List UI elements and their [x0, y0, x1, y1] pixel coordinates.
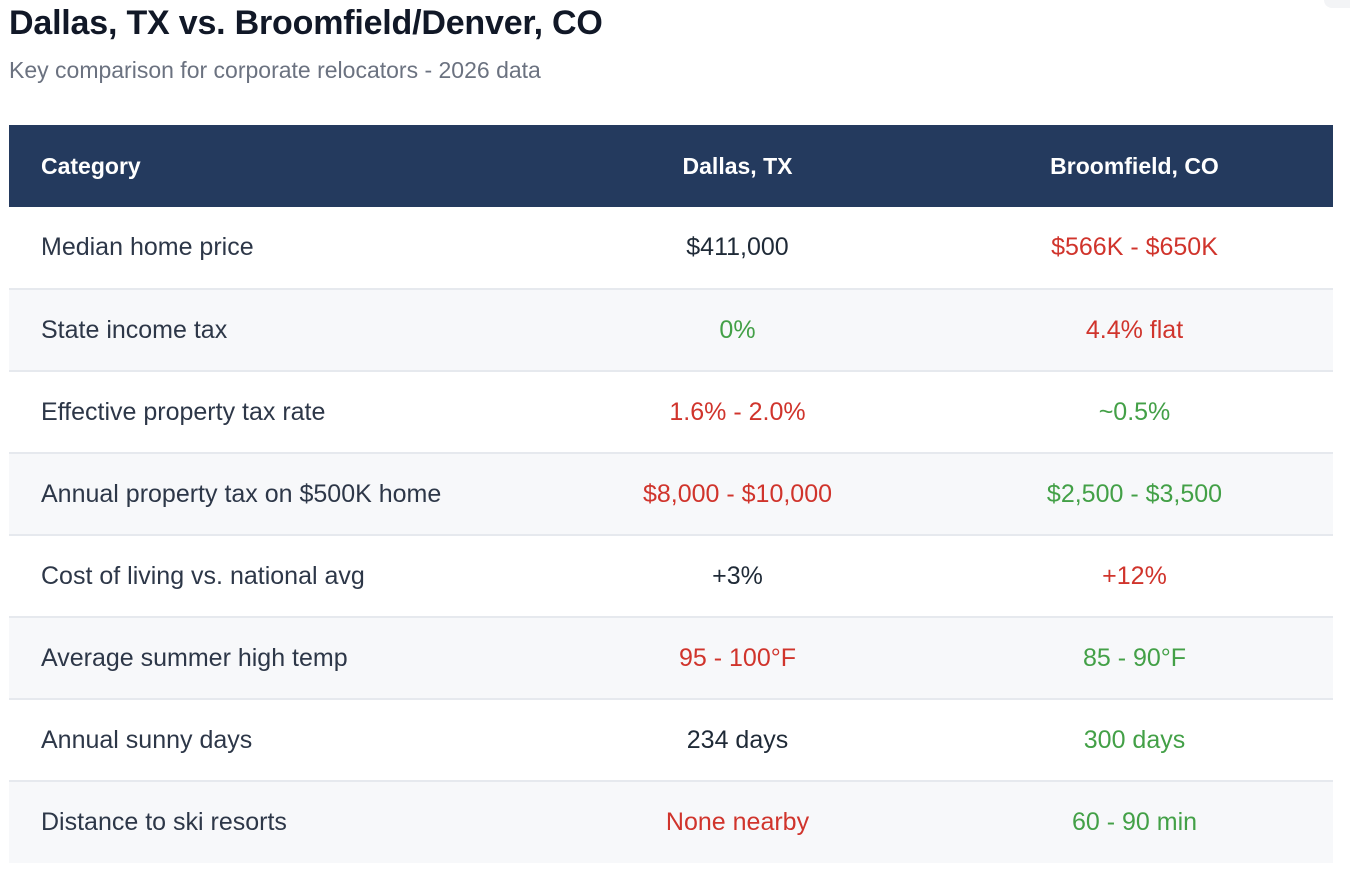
- table-body: Median home price $411,000 $566K - $650K…: [9, 207, 1333, 863]
- broomfield-value: 60 - 90 min: [936, 780, 1333, 863]
- table-row: Median home price $411,000 $566K - $650K: [9, 207, 1333, 289]
- broomfield-value: $2,500 - $3,500: [936, 452, 1333, 535]
- header-dallas: Dallas, TX: [682, 152, 793, 179]
- table-row: Annual sunny days 234 days 300 days: [9, 698, 1333, 781]
- header-row: Category Dallas, TX Broomfield, CO: [9, 125, 1333, 207]
- dallas-value: $411,000: [686, 233, 789, 261]
- header-broomfield: Broomfield, CO: [1050, 152, 1219, 179]
- table-row: Annual property tax on $500K home $8,000…: [9, 452, 1333, 535]
- category-cell: Effective property tax rate: [9, 370, 539, 453]
- table-row: Effective property tax rate 1.6% - 2.0% …: [9, 370, 1333, 453]
- category-cell: State income tax: [9, 288, 539, 371]
- header-category: Category: [41, 152, 141, 179]
- category-cell: Distance to ski resorts: [9, 780, 539, 863]
- broomfield-value: 4.4% flat: [936, 288, 1333, 371]
- broomfield-value: 85 - 90°F: [936, 616, 1333, 699]
- dallas-value: 1.6% - 2.0%: [539, 370, 936, 453]
- table-row: Cost of living vs. national avg +3% +12%: [9, 534, 1333, 617]
- dallas-value: 234 days: [539, 698, 936, 781]
- category-cell: Annual sunny days: [9, 698, 539, 781]
- dallas-value: None nearby: [539, 780, 936, 863]
- category-cell: Annual property tax on $500K home: [9, 452, 539, 535]
- page-title: Dallas, TX vs. Broomfield/Denver, CO: [9, 4, 603, 42]
- page-subtitle: Key comparison for corporate relocators …: [9, 57, 541, 83]
- table-row: Distance to ski resorts None nearby 60 -…: [9, 780, 1333, 863]
- broomfield-value: +12%: [936, 534, 1333, 617]
- table-header: Category Dallas, TX Broomfield, CO: [9, 125, 1333, 207]
- dallas-value: 95 - 100°F: [539, 616, 936, 699]
- broomfield-value: $566K - $650K: [1051, 233, 1218, 261]
- table-row: State income tax 0% 4.4% flat: [9, 288, 1333, 371]
- dallas-value: 0%: [539, 288, 936, 371]
- category-cell: Median home price: [41, 233, 254, 261]
- comparison-table: Category Dallas, TX Broomfield, CO Media…: [9, 125, 1333, 863]
- category-cell: Cost of living vs. national avg: [9, 534, 539, 617]
- broomfield-value: 300 days: [936, 698, 1333, 781]
- table-row: Average summer high temp 95 - 100°F 85 -…: [9, 616, 1333, 699]
- broomfield-value: ~0.5%: [936, 370, 1333, 453]
- dallas-value: $8,000 - $10,000: [539, 452, 936, 535]
- corner-decoration: [1324, 0, 1350, 8]
- category-cell: Average summer high temp: [9, 616, 539, 699]
- dallas-value: +3%: [539, 534, 936, 617]
